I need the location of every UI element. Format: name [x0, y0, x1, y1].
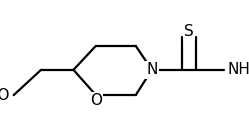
Text: S: S — [184, 24, 194, 39]
Text: NH₂: NH₂ — [228, 62, 249, 77]
Text: N: N — [146, 62, 158, 77]
Text: HO: HO — [0, 88, 10, 103]
Text: O: O — [90, 93, 102, 108]
